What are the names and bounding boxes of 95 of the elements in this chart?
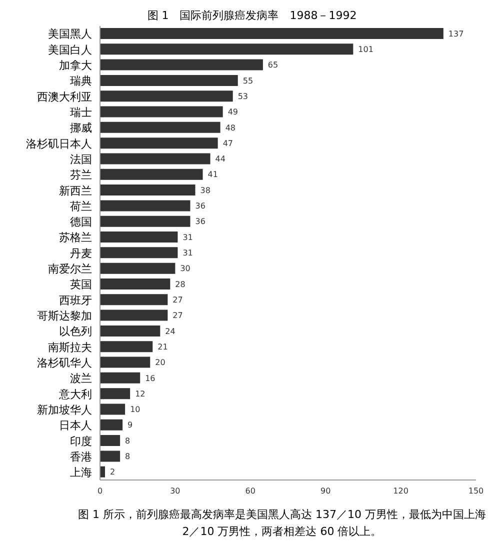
bar (100, 106, 223, 118)
caption: 图 1 所示，前列腺癌最高发病率是美国黑人高达 137／10 万男性，最低为中国上海 2／10 万男性，两者相差达 60 倍以上。 (77, 507, 487, 540)
y-tick-label: 洛杉矶日本人 (26, 137, 92, 150)
bar (100, 310, 168, 321)
y-tick-label: 英国 (70, 278, 92, 292)
x-tick-label: 90 (320, 486, 331, 496)
data-label: 137 (448, 29, 464, 38)
bar (100, 341, 153, 352)
y-tick-label: 洛杉矶华人 (37, 356, 92, 370)
bar (100, 74, 238, 86)
data-label: 9 (128, 420, 133, 430)
y-tick-label: 南斯拉夫 (48, 340, 92, 354)
bar (100, 356, 150, 368)
data-label: 27 (172, 295, 183, 304)
y-tick-label: 印度 (70, 434, 92, 448)
bar (100, 59, 263, 70)
data-label: 47 (222, 138, 233, 148)
bar (100, 278, 170, 290)
bar (100, 216, 190, 227)
y-tick-label: 挪威 (70, 122, 92, 135)
data-label: 65 (268, 60, 278, 70)
data-label: 16 (145, 374, 156, 383)
bar (100, 466, 106, 478)
data-label: 55 (242, 76, 254, 86)
data-label: 21 (158, 342, 168, 352)
bar (100, 404, 126, 415)
bar (100, 372, 140, 384)
bar (100, 419, 123, 430)
data-label: 8 (125, 452, 130, 462)
chart-title: 图 1 国际前列腺癌发病率 1988－1992 (146, 8, 358, 24)
data-label: 10 (130, 405, 140, 414)
data-label: 2 (110, 468, 116, 477)
data-label: 44 (215, 154, 226, 164)
y-tick-label: 波兰 (70, 372, 92, 386)
x-tick-label: 150 (468, 486, 484, 496)
x-tick-label: 60 (245, 486, 256, 496)
data-label: 49 (228, 108, 238, 117)
data-label: 38 (200, 186, 210, 195)
data-label: 31 (182, 248, 193, 258)
bar (100, 325, 160, 336)
bar (100, 153, 210, 164)
y-tick-label: 芬兰 (70, 168, 92, 182)
data-label: 27 (172, 311, 183, 320)
bar (100, 435, 120, 446)
data-label: 24 (165, 326, 176, 336)
y-tick-label: 南爱尔兰 (48, 262, 92, 276)
bar (100, 294, 168, 306)
bar (100, 232, 178, 243)
x-tick-label: 120 (393, 486, 408, 496)
y-tick-label: 苏格兰 (59, 231, 92, 244)
bar (100, 44, 354, 55)
bar (100, 28, 444, 39)
y-tick-label: 瑞典 (70, 74, 92, 88)
y-tick-label: 意大利 (58, 388, 92, 401)
y-tick-label: 荷兰 (70, 200, 92, 213)
x-tick-label: 0 (97, 486, 103, 496)
bar (100, 90, 233, 102)
bar (100, 138, 218, 149)
y-tick-label: 西澳大利亚 (37, 90, 92, 104)
y-tick-label: 丹麦 (70, 246, 92, 260)
y-tick-label: 瑞士 (70, 106, 92, 120)
x-tick-label: 30 (170, 486, 180, 496)
data-label: 48 (225, 123, 236, 132)
y-tick-label: 德国 (70, 216, 92, 229)
data-label: 12 (135, 389, 146, 398)
data-label: 8 (125, 436, 130, 446)
y-tick-label: 哥斯达黎加 (37, 310, 92, 323)
data-label: 31 (182, 232, 193, 242)
y-tick-label: 香港 (70, 450, 92, 464)
data-label: 41 (208, 170, 218, 180)
data-label: 20 (155, 358, 166, 368)
y-tick-label: 美国黑人 (48, 28, 92, 41)
bar (100, 388, 130, 400)
bar (100, 450, 120, 462)
data-label: 30 (180, 264, 190, 274)
y-tick-label: 西班牙 (59, 294, 92, 307)
y-tick-label: 美国白人 (48, 43, 92, 56)
bar (100, 168, 203, 180)
y-tick-label: 日本人 (59, 419, 92, 432)
y-tick-label: 新西兰 (59, 184, 92, 198)
y-tick-label: 以色列 (59, 325, 92, 338)
data-label: 36 (195, 202, 206, 211)
bar (100, 247, 178, 258)
y-tick-label: 法国 (70, 152, 92, 166)
bar (100, 200, 190, 212)
bar (100, 262, 176, 274)
data-label: 36 (195, 217, 206, 226)
data-label: 101 (358, 44, 374, 54)
bar (100, 184, 196, 196)
y-tick-label: 上海 (70, 466, 92, 480)
y-tick-label: 加拿大 (59, 59, 92, 72)
y-tick-label: 新加坡华人 (37, 403, 92, 416)
data-label: 53 (238, 92, 248, 101)
bar (100, 122, 220, 133)
data-label: 28 (175, 280, 186, 289)
